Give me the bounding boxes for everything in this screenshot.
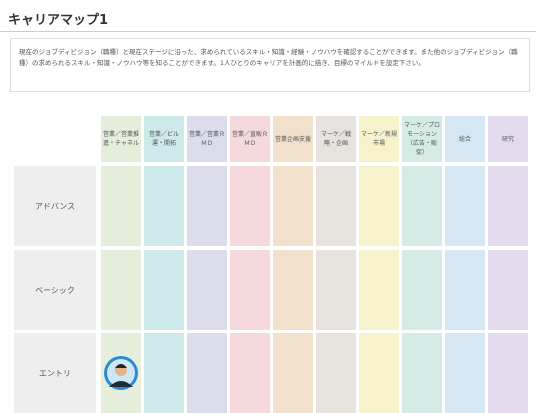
cell — [230, 166, 270, 246]
cell — [445, 333, 485, 413]
cell — [445, 166, 485, 246]
cell — [316, 333, 356, 413]
cell — [316, 250, 356, 330]
description: 現在のジョブディビジョン（職種）と現在ステージに沿った、求められているスキル・知… — [10, 38, 530, 92]
cell — [359, 250, 399, 330]
cell — [316, 166, 356, 246]
cell — [402, 333, 442, 413]
cell — [488, 166, 528, 246]
cell — [488, 333, 528, 413]
cell — [273, 333, 313, 413]
column-header: 研究 — [488, 116, 528, 162]
row-header: エントリ — [14, 333, 96, 413]
column-header: 総合 — [445, 116, 485, 162]
cell — [101, 166, 141, 246]
column-header: 営業／直販ＲＭＤ — [230, 116, 270, 162]
cell — [187, 166, 227, 246]
row-header: アドバンス — [14, 166, 96, 246]
cell — [187, 333, 227, 413]
column-header: マーケ／戦略・企画 — [316, 116, 356, 162]
cell — [230, 250, 270, 330]
avatar — [104, 356, 138, 390]
cell — [402, 250, 442, 330]
page-title: キャリアマップ1 — [0, 0, 536, 32]
row-header: ベーシック — [14, 250, 96, 330]
cell — [144, 166, 184, 246]
cell — [187, 250, 227, 330]
cell — [101, 250, 141, 330]
cell — [273, 250, 313, 330]
cell — [359, 333, 399, 413]
cell — [144, 250, 184, 330]
cell — [144, 333, 184, 413]
cell — [488, 250, 528, 330]
column-header: 営業／営業推進・チャネル — [101, 116, 141, 162]
column-header: 営業企画支援 — [273, 116, 313, 162]
column-header: マーケ／プロモーション（広告・販促） — [402, 116, 442, 162]
cell — [359, 166, 399, 246]
column-header: 営業／ビル運・開拓 — [144, 116, 184, 162]
cell — [402, 166, 442, 246]
column-header: 営業／営業ＲＭＤ — [187, 116, 227, 162]
cell — [273, 166, 313, 246]
column-header: マーケ／新規市場 — [359, 116, 399, 162]
cell — [445, 250, 485, 330]
cell — [230, 333, 270, 413]
